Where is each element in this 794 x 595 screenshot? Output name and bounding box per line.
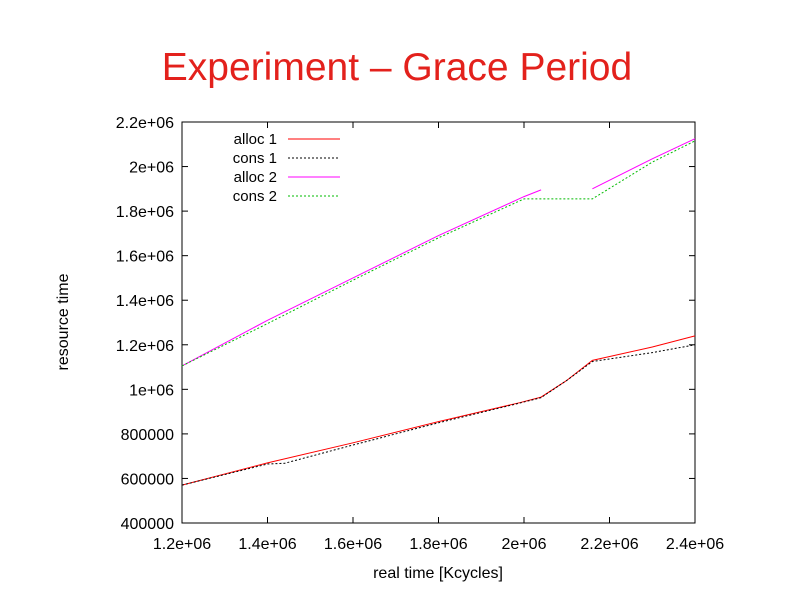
x-tick-label: 1.8e+06 (409, 536, 467, 553)
y-tick-label: 2e+06 (129, 160, 174, 177)
legend-label: alloc 1 (234, 131, 277, 148)
series-line-cons-2 (181, 140, 696, 367)
x-tick-label: 1.4e+06 (238, 536, 296, 553)
x-tick-label: 2.2e+06 (580, 536, 638, 553)
y-axis-label: resource time (55, 273, 72, 370)
y-tick-label: 1.8e+06 (116, 204, 174, 221)
y-tick-label: 1e+06 (129, 382, 174, 399)
x-axis-label: real time [Kcycles] (373, 565, 503, 582)
y-tick-label: 1.2e+06 (116, 338, 174, 355)
legend-label: cons 2 (233, 188, 277, 205)
y-tick-label: 600000 (121, 471, 174, 488)
y-tick-label: 2.2e+06 (116, 115, 174, 132)
series-line-alloc-1 (181, 335, 696, 486)
legend-label: cons 1 (233, 150, 277, 167)
series-line-alloc-2 (181, 138, 696, 367)
y-tick-label: 400000 (121, 516, 174, 533)
y-tick-label: 1.4e+06 (116, 293, 174, 310)
x-tick-label: 1.2e+06 (153, 536, 211, 553)
x-tick-label: 1.6e+06 (324, 536, 382, 553)
x-tick-label: 2e+06 (502, 536, 547, 553)
y-tick-label: 1.6e+06 (116, 249, 174, 266)
slide-title: Experiment – Grace Period (161, 46, 633, 89)
legend-label: alloc 2 (234, 169, 277, 186)
y-tick-label: 800000 (121, 427, 174, 444)
x-tick-label: 2.4e+06 (666, 536, 724, 553)
series-line-cons-1 (181, 344, 696, 486)
